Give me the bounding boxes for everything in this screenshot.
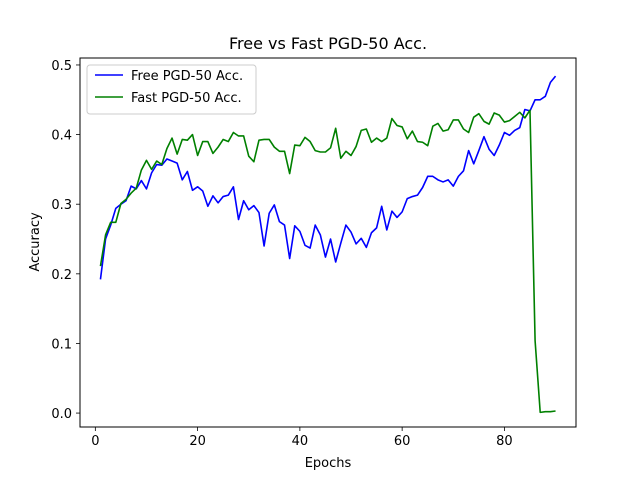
y-tick-label: 0.3 (51, 198, 72, 213)
axes-frame (79, 57, 577, 428)
y-tick-label: 0.2 (51, 268, 72, 283)
x-tick-label: 40 (292, 434, 309, 449)
legend: Free PGD-50 Acc. Fast PGD-50 Acc. (86, 64, 257, 115)
series-line-free (99, 75, 557, 280)
x-axis-ticks: 0 20 40 60 80 (91, 427, 513, 449)
plot-area (79, 57, 577, 428)
y-tick-label: 0.5 (51, 59, 72, 74)
x-tick-label: 20 (189, 434, 206, 449)
legend-label-free: Free PGD-50 Acc. (131, 69, 243, 84)
x-tick-label: 0 (91, 434, 99, 449)
series-layer (99, 75, 557, 414)
y-axis-label: Accuracy (28, 212, 43, 272)
series-line-fast (99, 109, 556, 414)
legend-label-fast: Fast PGD-50 Acc. (131, 91, 242, 106)
y-tick-label: 0.4 (51, 129, 72, 144)
x-tick-label: 80 (496, 434, 513, 449)
y-tick-label: 0.1 (51, 337, 72, 352)
chart-title: Free vs Fast PGD-50 Acc. (229, 34, 427, 53)
y-axis-ticks: 0.0 0.1 0.2 0.3 0.4 0.5 (51, 59, 80, 422)
y-tick-label: 0.0 (51, 407, 72, 422)
x-axis-label: Epochs (305, 456, 352, 471)
x-tick-label: 60 (394, 434, 411, 449)
legend-box (86, 64, 257, 115)
